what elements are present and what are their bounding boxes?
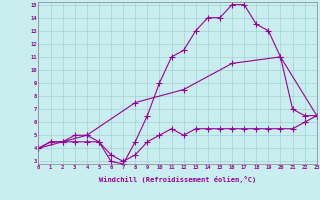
X-axis label: Windchill (Refroidissement éolien,°C): Windchill (Refroidissement éolien,°C) [99, 176, 256, 183]
